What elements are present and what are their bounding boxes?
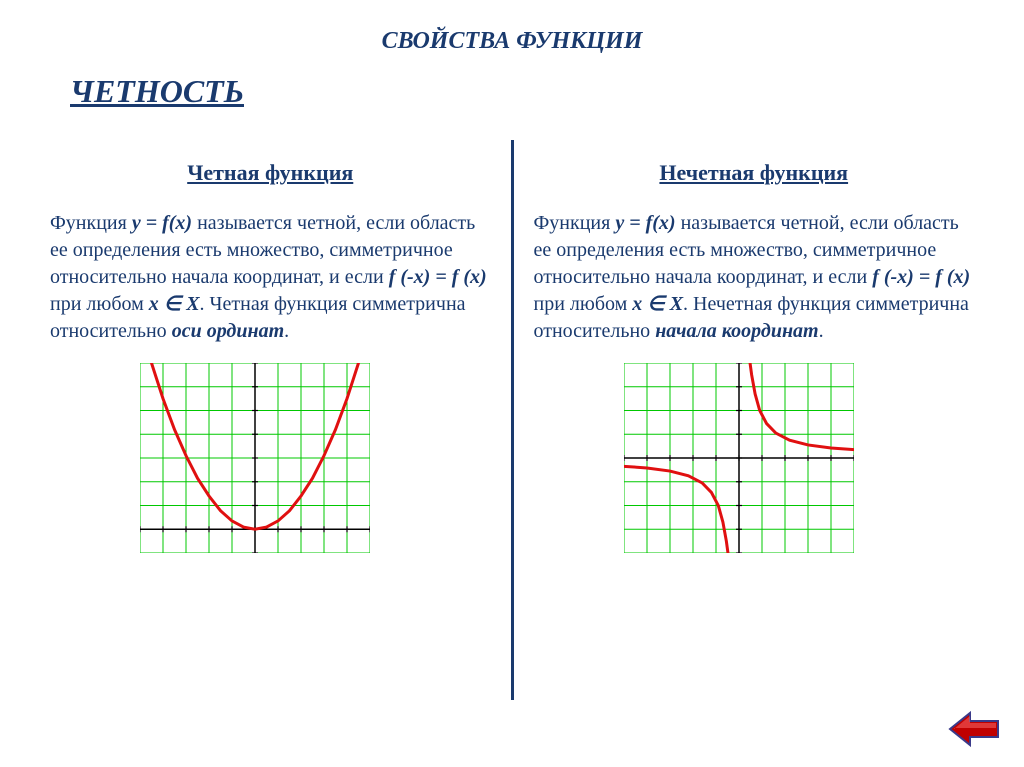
right-column: Нечетная функция Функция y = f(x) называ… xyxy=(514,160,995,700)
even-function-chart xyxy=(140,363,370,553)
text-run: . xyxy=(819,320,824,342)
left-column: Четная функция Функция y = f(x) называет… xyxy=(30,160,511,700)
left-definition-text: Функция y = f(x) называется четной, если… xyxy=(50,210,491,345)
formula: x ∈ X xyxy=(149,293,200,315)
formula: f (-x) = f (x) xyxy=(872,266,970,288)
right-column-title: Нечетная функция xyxy=(534,160,975,186)
emphasis: начала координат xyxy=(655,320,818,342)
main-title: СВОЙСТВА ФУНКЦИИ xyxy=(0,0,1024,55)
section-title: ЧЕТНОСТЬ xyxy=(0,55,1024,110)
formula: f (-x) = f (x) xyxy=(389,266,487,288)
back-button[interactable] xyxy=(946,707,1002,751)
formula: x ∈ X xyxy=(632,293,683,315)
text-run: при любом xyxy=(534,293,633,315)
right-chart-container xyxy=(534,363,975,553)
text-run: Функция xyxy=(50,212,132,234)
formula: y = f(x) xyxy=(615,212,675,234)
left-column-title: Четная функция xyxy=(50,160,491,186)
text-run: Функция xyxy=(534,212,616,234)
left-chart-container xyxy=(50,363,491,553)
formula: y = f(x) xyxy=(132,212,192,234)
two-column-layout: Четная функция Функция y = f(x) называет… xyxy=(0,160,1024,700)
text-run: . xyxy=(284,320,289,342)
emphasis: оси ординат xyxy=(172,320,284,342)
text-run: при любом xyxy=(50,293,149,315)
odd-function-chart xyxy=(624,363,854,553)
right-definition-text: Функция y = f(x) называется четной, если… xyxy=(534,210,975,345)
